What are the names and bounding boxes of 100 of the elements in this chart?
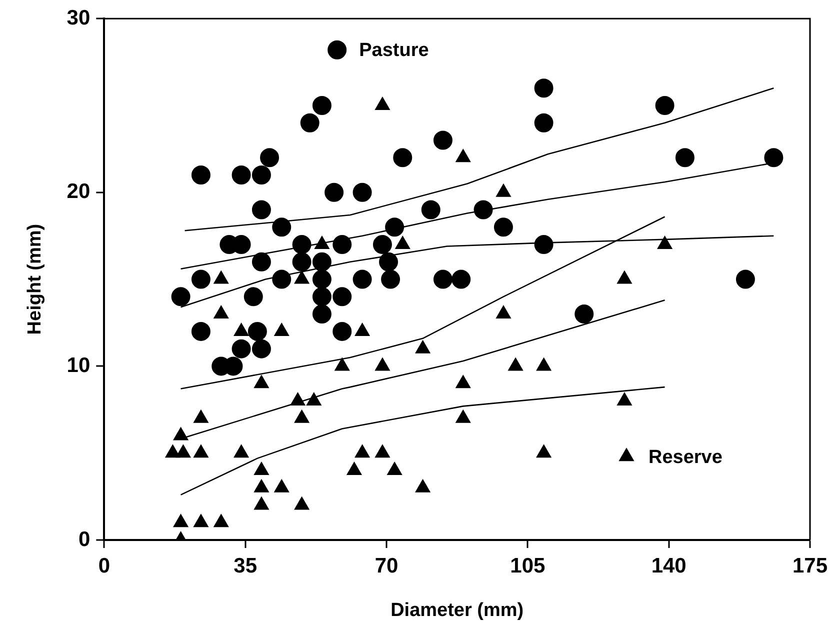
point: [292, 252, 312, 272]
point: [234, 322, 249, 336]
legend-label: Reserve: [648, 446, 722, 468]
point: [657, 236, 672, 250]
point: [194, 410, 208, 423]
point: [314, 236, 330, 250]
point: [312, 270, 332, 289]
point: [375, 444, 390, 458]
point: [244, 287, 263, 306]
point: [496, 306, 511, 319]
y-axis-title: Height (mm): [24, 224, 46, 335]
point: [352, 270, 372, 289]
point: [252, 252, 271, 272]
point: [534, 235, 554, 254]
point: [354, 444, 370, 458]
point: [352, 182, 372, 202]
point: [332, 287, 352, 306]
point: [536, 444, 552, 458]
x-axis-title: Diameter (mm): [390, 600, 524, 621]
point: [254, 496, 269, 510]
point: [372, 235, 392, 254]
point: [334, 358, 350, 371]
point: [387, 462, 402, 475]
point: [421, 200, 440, 220]
point: [452, 270, 471, 289]
point: [191, 270, 210, 289]
point: [574, 304, 594, 324]
point: [165, 444, 180, 458]
point: [306, 392, 322, 406]
point: [534, 78, 554, 98]
point: [254, 375, 269, 388]
point: [232, 166, 251, 185]
point: [617, 270, 632, 284]
point: [385, 218, 404, 237]
point: [536, 358, 552, 371]
point: [252, 166, 271, 185]
x-tick-label: 105: [510, 554, 546, 578]
x-tick-label: 35: [234, 554, 258, 578]
y-tick-label: 10: [66, 354, 90, 377]
point: [294, 270, 310, 284]
point: [294, 496, 310, 510]
point: [272, 270, 292, 289]
point: [312, 96, 332, 115]
point: [433, 130, 452, 150]
point: [173, 427, 188, 440]
legend-label: Pasture: [359, 40, 429, 62]
point: [274, 322, 290, 336]
point: [381, 270, 400, 289]
point: [494, 218, 513, 237]
point: [248, 322, 267, 341]
point: [655, 96, 674, 115]
point: [254, 462, 269, 475]
point: [214, 270, 229, 284]
point: [260, 148, 280, 168]
point: [354, 322, 370, 336]
point: [171, 287, 190, 306]
point: [375, 358, 390, 371]
point: [393, 148, 412, 168]
point: [379, 252, 398, 272]
point: [324, 182, 344, 202]
point: [312, 252, 332, 272]
point: [252, 339, 271, 358]
point: [415, 340, 430, 354]
point: [214, 514, 229, 528]
point: [508, 358, 523, 371]
point: [534, 113, 554, 132]
point: [173, 514, 188, 528]
point: [272, 218, 292, 237]
point: [395, 236, 410, 250]
y-tick-label: 30: [66, 6, 90, 30]
point: [456, 410, 471, 423]
point: [675, 148, 694, 168]
point: [294, 410, 310, 423]
point: [764, 148, 784, 168]
point: [290, 392, 306, 406]
point: [274, 479, 290, 492]
point: [234, 444, 249, 458]
point: [292, 235, 312, 254]
point: [194, 444, 208, 458]
point: [252, 200, 271, 220]
x-tick-label: 0: [98, 554, 110, 578]
point: [214, 306, 229, 319]
x-tick-label: 175: [792, 554, 828, 578]
point: [332, 322, 352, 341]
point: [736, 270, 755, 289]
x-tick-label: 70: [374, 554, 398, 578]
point: [312, 304, 332, 324]
point: [194, 514, 208, 528]
point: [312, 287, 332, 306]
y-tick-label: 20: [66, 180, 90, 204]
point: [332, 235, 352, 254]
point: [474, 200, 493, 220]
point: [433, 270, 452, 289]
point: [456, 375, 471, 388]
point: [346, 462, 362, 475]
x-tick-label: 140: [651, 554, 686, 578]
point: [254, 479, 269, 492]
point: [300, 113, 320, 132]
point: [191, 322, 210, 341]
point: [617, 392, 632, 406]
